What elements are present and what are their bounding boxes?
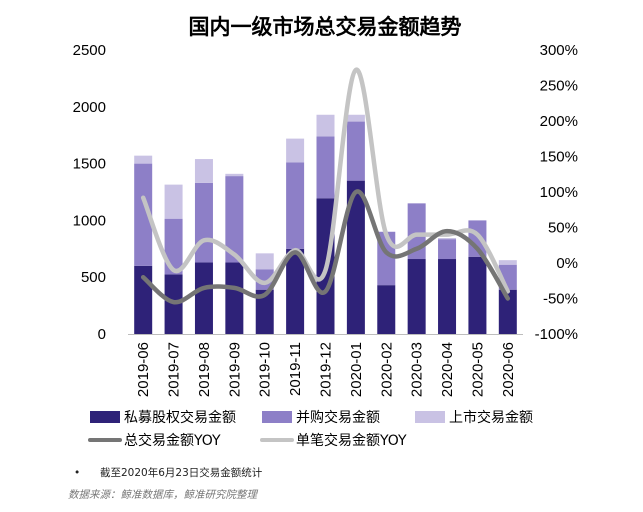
- bar-2-2019-06: [134, 163, 153, 266]
- bar-3-2019-08: [194, 159, 213, 183]
- bar-1-2020-04: [438, 259, 457, 334]
- bar-2-2020-04: [438, 239, 457, 260]
- bar-3-2019-07: [164, 184, 183, 219]
- x-tick-label: 2019-06: [135, 342, 152, 397]
- y-right-tick-label: 150%: [540, 149, 578, 166]
- legend-label-3: 上市交易金额: [449, 409, 533, 426]
- x-tick-label: 2020-05: [469, 342, 486, 397]
- x-tick-label: 2020-03: [409, 342, 426, 397]
- y-left-tick-label: 2000: [73, 99, 106, 116]
- bar-1-2019-11: [286, 248, 305, 334]
- bar-3-2019-06: [134, 155, 153, 164]
- bar-1-2020-01: [346, 180, 365, 334]
- x-tick-label: 2019-07: [166, 342, 183, 397]
- x-tick-label: 2019-09: [226, 342, 243, 397]
- y-right-tick-label: -50%: [543, 291, 578, 308]
- x-tick-label: 2019-11: [287, 342, 304, 396]
- footnote-text: 截至2020年6月23日交易金额统计: [100, 466, 263, 479]
- y-right-tick-label: 0%: [556, 255, 578, 272]
- legend-swatch-3: [415, 411, 445, 423]
- bar-1-2020-05: [468, 256, 487, 334]
- legend-swatch-1: [90, 411, 120, 423]
- bar-3-2019-09: [225, 173, 244, 177]
- x-tick-label: 2019-08: [196, 342, 213, 397]
- y-right-tick-label: -100%: [535, 326, 578, 343]
- bar-2-2019-09: [225, 176, 244, 263]
- legend-swatch-2: [262, 411, 292, 423]
- y-right-tick-label: 250%: [540, 78, 578, 95]
- legend-label-2: 并购交易金额: [296, 409, 380, 426]
- bar-2-2019-07: [164, 218, 183, 275]
- bar-2-2019-11: [286, 162, 305, 249]
- bar-3-2020-04: [438, 238, 457, 240]
- x-tick-label: 2019-12: [318, 342, 335, 397]
- x-tick-label: 2019-10: [257, 342, 274, 397]
- source-text: 数据来源：鲸准数据库，鲸准研究院整理: [68, 489, 258, 501]
- line-series-5: [140, 67, 511, 294]
- y-right-tick-label: 100%: [540, 184, 578, 201]
- x-tick-label: 2020-01: [348, 342, 365, 397]
- y-right-tick-label: 200%: [540, 113, 578, 130]
- bar-3-2019-10: [255, 253, 274, 270]
- x-tick-label: 2020-02: [378, 342, 395, 397]
- y-left-tick-label: 0: [98, 326, 106, 343]
- x-tick-label: 2020-04: [439, 342, 456, 397]
- bar-1-2020-02: [377, 285, 396, 334]
- bar-3-2020-01: [346, 114, 365, 122]
- y-left-tick-label: 2500: [73, 42, 106, 59]
- bar-1-2019-09: [225, 262, 244, 334]
- bar-2-2019-12: [316, 136, 335, 199]
- lines-layer: [140, 67, 511, 305]
- legend-label-5: 单笔交易金额YOY: [296, 432, 407, 449]
- bar-2-2019-10: [255, 269, 274, 290]
- footnote-bullet: •: [74, 467, 80, 479]
- bar-3-2019-11: [286, 138, 305, 163]
- y-left-tick-label: 1500: [73, 156, 106, 173]
- bar-1-2019-08: [194, 262, 213, 334]
- y-right-tick-label: 50%: [548, 220, 578, 237]
- bar-2-2019-08: [194, 182, 213, 263]
- footnote: • 截至2020年6月23日交易金额统计: [74, 466, 263, 479]
- bar-2-2020-01: [346, 121, 365, 181]
- legend-label-1: 私募股权交易金额: [124, 409, 236, 426]
- axes-layer: 0 500 1000 1500 2000 2500 -100% -50% 0% 50% 100% 15…: [73, 42, 578, 397]
- line-series-4: [140, 189, 511, 305]
- y-left-tick-label: 500: [81, 269, 106, 286]
- y-right-tick-label: 300%: [540, 42, 578, 59]
- bars-layer: [134, 114, 517, 334]
- legend-label-4: 总交易金额YOY: [124, 432, 221, 449]
- y-left-tick-label: 1000: [73, 212, 106, 229]
- chart-title: 国内一级市场总交易金额趋势: [189, 15, 462, 39]
- bar-1-2020-03: [407, 259, 426, 334]
- bar-3-2020-06: [498, 260, 517, 265]
- x-tick-label: 2020-06: [500, 342, 517, 397]
- bar-1-2020-06: [498, 289, 517, 334]
- bar-3-2019-12: [316, 114, 335, 137]
- bar-1-2019-10: [255, 289, 274, 334]
